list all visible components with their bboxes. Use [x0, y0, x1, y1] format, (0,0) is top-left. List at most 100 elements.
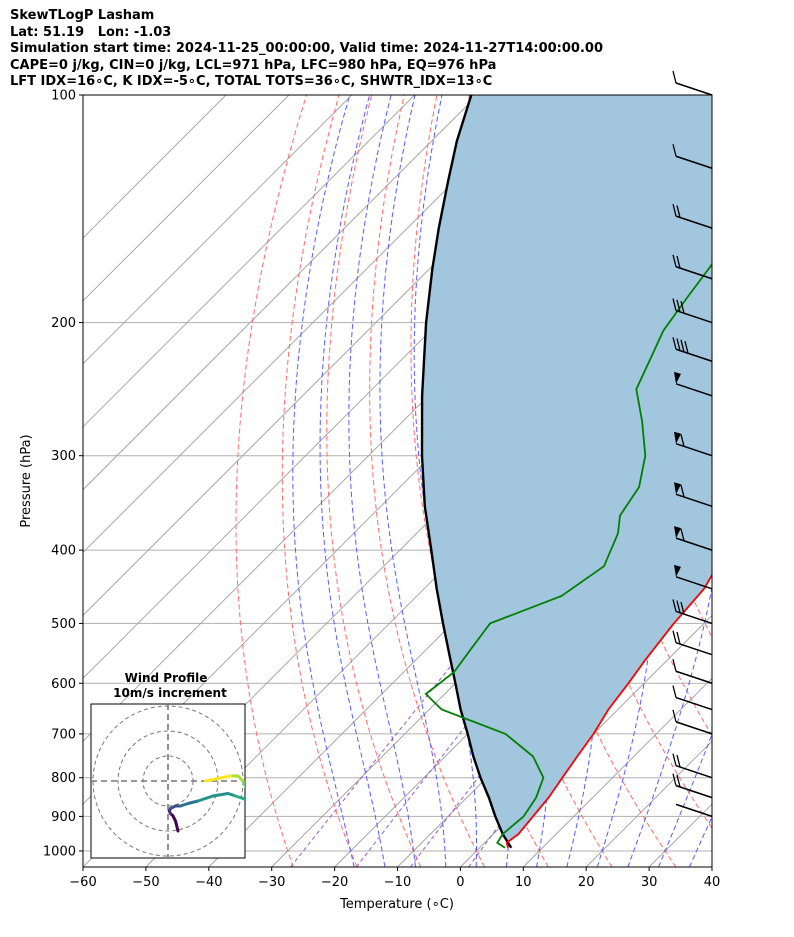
time-line: Simulation start time: 2024-11-25_00:00:…: [10, 41, 603, 56]
moist-adiabat: [658, 733, 712, 867]
hodograph-ring: [117, 730, 219, 832]
wind-barb-staff: [675, 348, 713, 362]
wind-barb-tick: [676, 299, 681, 313]
x-tick-label: −30: [258, 875, 285, 890]
isotherm-line: [83, 95, 290, 302]
indices-line: LFT IDX=16∘C, K IDX=-5∘C, TOTAL TOTS=36∘…: [10, 74, 493, 89]
isotherm-line: [83, 95, 227, 239]
dewpoint-line: [424, 262, 712, 849]
wind-barb-tick: [676, 338, 681, 351]
wind-barb-tick: [684, 340, 689, 354]
wind-barb-tick: [672, 685, 677, 698]
wind-barb-staff: [675, 215, 713, 229]
x-tick-label: 30: [641, 875, 658, 890]
wind-barb-tick: [672, 753, 677, 766]
wind-barb-tick: [672, 144, 677, 157]
isotherm-line: [775, 95, 794, 867]
y-tick-label: 400: [51, 544, 76, 559]
moist-adiabat: [348, 95, 416, 867]
wind-barb-tick: [672, 254, 677, 267]
wind-barb-tick: [680, 484, 685, 498]
instability-shading: [422, 95, 712, 848]
x-tick-label: 20: [578, 875, 595, 890]
y-tick-label: 100: [51, 89, 76, 104]
chart-header: SkewTLogP Lasham Lat: 51.19 Lon: -1.03 Sim…: [10, 8, 603, 91]
moist-adiabat: [292, 95, 355, 867]
y-tick-label: 500: [51, 617, 76, 632]
wind-barb-tick: [672, 773, 677, 786]
y-tick-label: 700: [51, 727, 76, 742]
wind-barb-staff: [675, 383, 713, 397]
hodograph-segment: [216, 774, 232, 780]
hodograph-segment: [211, 792, 230, 798]
x-tick-label: −50: [132, 875, 159, 890]
inset-title: Wind Profile: [125, 671, 208, 685]
dry-adiabat: [763, 95, 794, 867]
chart-title: SkewTLogP Lasham: [10, 8, 155, 23]
wind-barb-flag: [674, 431, 681, 444]
x-axis-label: Temperature (∘C): [339, 897, 454, 912]
hodograph-segment: [241, 779, 245, 789]
wind-barb-flag: [674, 526, 681, 539]
x-tick-label: −10: [384, 875, 411, 890]
y-axis-label: Pressure (hPa): [19, 434, 34, 527]
inset-subtitle: 10m/s increment: [113, 686, 227, 700]
isotherm-line: [83, 95, 541, 554]
x-tick-label: −40: [195, 875, 222, 890]
wind-barb-tick: [672, 70, 677, 84]
moist-adiabat: [319, 95, 386, 867]
wind-barb-tick: [672, 298, 677, 311]
y-tick-label: 600: [51, 677, 76, 692]
wind-barb-staff: [675, 803, 713, 818]
wind-barb-tick: [676, 205, 681, 218]
isotherm-line: [83, 95, 416, 428]
wind-barb-tick: [672, 659, 677, 672]
isotherm-line: [522, 677, 712, 867]
wind-barb-tick: [672, 599, 677, 612]
hodograph-segment: [196, 794, 215, 803]
isotherm-line: [83, 95, 353, 365]
wind-barb-flag: [674, 482, 681, 495]
isotherm-line: [334, 488, 712, 867]
wind-barb-tick: [672, 630, 677, 643]
x-tick-label: −20: [321, 875, 348, 890]
location-line: Lat: 51.19 Lon: -1.03: [10, 24, 172, 40]
wind-barb-tick: [672, 709, 677, 723]
wind-barb-tick: [676, 774, 681, 788]
wind-barb-tick: [680, 339, 685, 353]
y-tick-label: 200: [51, 316, 76, 331]
wind-barb-staff: [675, 442, 713, 457]
wind-barb-tick: [680, 528, 685, 541]
wind-barb-tick: [676, 631, 681, 645]
isotherm-line: [711, 866, 712, 867]
wind-barb-staff: [675, 765, 713, 779]
dry-adiabat: [281, 95, 358, 867]
y-tick-label: 800: [51, 771, 76, 786]
wind-barb-staff: [675, 641, 713, 656]
dry-adiabat: [235, 95, 307, 867]
wind-barb-staff: [675, 721, 713, 735]
moist-adiabat: [379, 95, 447, 867]
dry-adiabat: [369, 95, 485, 867]
wind-profile-inset: Wind Profile 10m/s increment: [90, 671, 251, 859]
x-tick-label: 10: [515, 875, 532, 890]
wind-barb-tick: [676, 600, 681, 613]
wind-barb-staff: [675, 610, 713, 625]
wind-barb-staff: [675, 670, 713, 684]
hodograph-segment: [241, 797, 245, 802]
y-tick-label: 900: [51, 810, 76, 825]
wind-barb-tick: [672, 203, 677, 217]
hodograph-segment: [248, 796, 251, 801]
wind-barb-staff: [675, 537, 713, 551]
mixing-ratio-line: [290, 623, 486, 867]
wind-barb-staff: [675, 266, 713, 280]
wind-barb-staff: [675, 784, 713, 799]
dry-adiabat: [326, 95, 422, 867]
dry-adiabat: [730, 95, 794, 867]
hodograph-segment: [186, 799, 200, 805]
wind-barb-staff: [675, 155, 713, 169]
wind-barb-tick: [676, 754, 681, 768]
hodograph-segment: [174, 819, 180, 833]
y-tick-label: 1000: [43, 844, 76, 859]
